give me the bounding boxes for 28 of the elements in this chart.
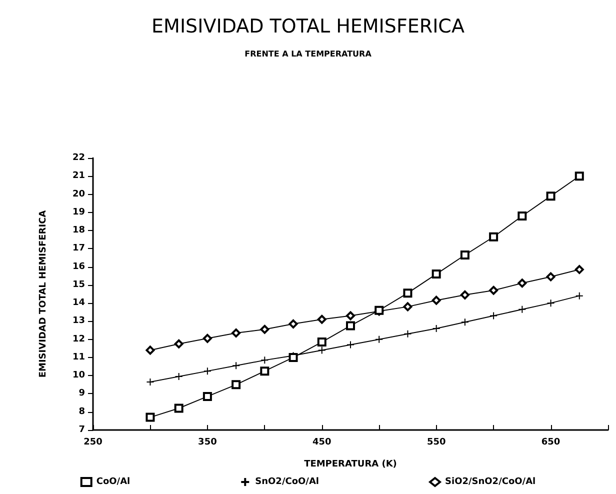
y-tick-label: 22 (72, 153, 85, 163)
y-tick-label: 7 (78, 425, 85, 435)
x-tick-label: 550 (426, 438, 446, 448)
legend-label: CoO/Al (96, 477, 130, 487)
y-tick-label: 10 (72, 370, 85, 381)
y-tick-label: 9 (78, 388, 85, 399)
x-tick-label: 450 (312, 438, 332, 448)
y-tick-label: 20 (72, 189, 85, 200)
x-tick-label: 650 (541, 438, 560, 448)
x-axis-title: TEMPERATURA (K) (304, 460, 397, 470)
chart-title: EMISIVIDAD TOTAL HEMISFERICA (152, 16, 464, 38)
chart-subtitle: FRENTE A LA TEMPERATURA (244, 50, 372, 58)
x-tick-label: 350 (198, 438, 217, 448)
y-tick-label: 19 (72, 207, 85, 218)
y-tick-label: 14 (72, 298, 85, 308)
y-tick-label: 17 (72, 244, 85, 254)
y-tick-label: 8 (78, 406, 85, 417)
y-tick-label: 13 (72, 316, 85, 326)
legend-label: SnO2/CoO/Al (255, 477, 320, 487)
y-axis-title: EMISIVIDAD TOTAL HEMISFERICA (38, 210, 48, 378)
y-tick-label: 16 (72, 262, 85, 272)
x-tick-label: 250 (84, 438, 102, 448)
y-tick-label: 12 (72, 334, 85, 344)
y-tick-label: 18 (72, 226, 85, 236)
y-tick-label: 11 (72, 352, 85, 362)
legend-label: SiO2/SnO2/CoO/Al (445, 477, 536, 487)
y-tick-label: 15 (72, 280, 85, 290)
y-tick-label: 21 (72, 171, 85, 182)
